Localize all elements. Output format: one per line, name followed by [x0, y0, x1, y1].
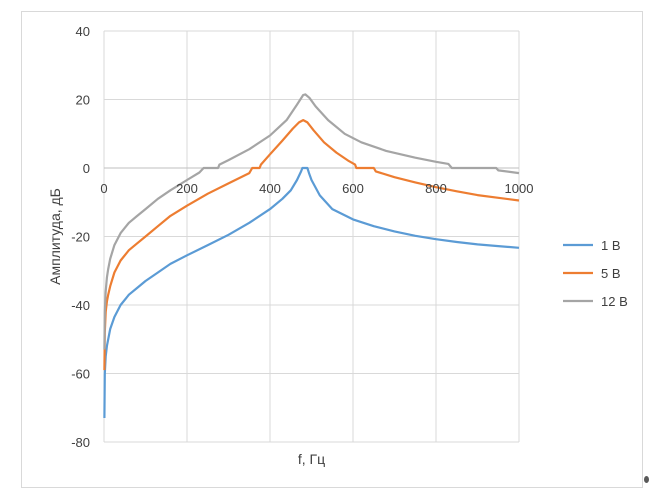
legend: 1 В 5 В 12 В — [563, 238, 628, 309]
chart-resize-handle[interactable] — [644, 476, 649, 483]
x-tick-label-3: 600 — [342, 181, 364, 196]
y-tick-label-1: 20 — [76, 93, 90, 108]
y-tick-label-3: -20 — [71, 230, 90, 245]
y-tick-label-2: 0 — [83, 161, 90, 176]
y-tick-label-6: -80 — [71, 435, 90, 450]
legend-label-3: 12 В — [601, 294, 628, 309]
series-lines — [103, 93, 520, 419]
series-line-2 — [103, 119, 520, 371]
x-tick-label-2: 400 — [259, 181, 281, 196]
x-axis-tick-labels: 0 200 400 600 800 1000 — [100, 181, 533, 196]
y-tick-label-5: -60 — [71, 367, 90, 382]
x-tick-label-4: 800 — [425, 181, 447, 196]
legend-label-2: 5 В — [601, 266, 621, 281]
x-tick-label-1: 200 — [176, 181, 198, 196]
series-line-1 — [103, 166, 520, 419]
gridlines — [103, 30, 520, 443]
y-tick-label-0: 40 — [76, 24, 90, 39]
series-line-3 — [103, 93, 520, 350]
chart-area — [21, 11, 643, 488]
x-axis-title: f, Гц — [298, 451, 325, 467]
y-tick-label-4: -40 — [71, 298, 90, 313]
legend-label-1: 1 В — [601, 238, 621, 253]
x-tick-label-0: 0 — [100, 181, 107, 196]
x-tick-label-5: 1000 — [505, 181, 534, 196]
y-axis-title: Амплитуда, дБ — [47, 188, 63, 285]
y-axis-tick-labels: 40 20 0 -20 -40 -60 -80 — [71, 24, 90, 450]
